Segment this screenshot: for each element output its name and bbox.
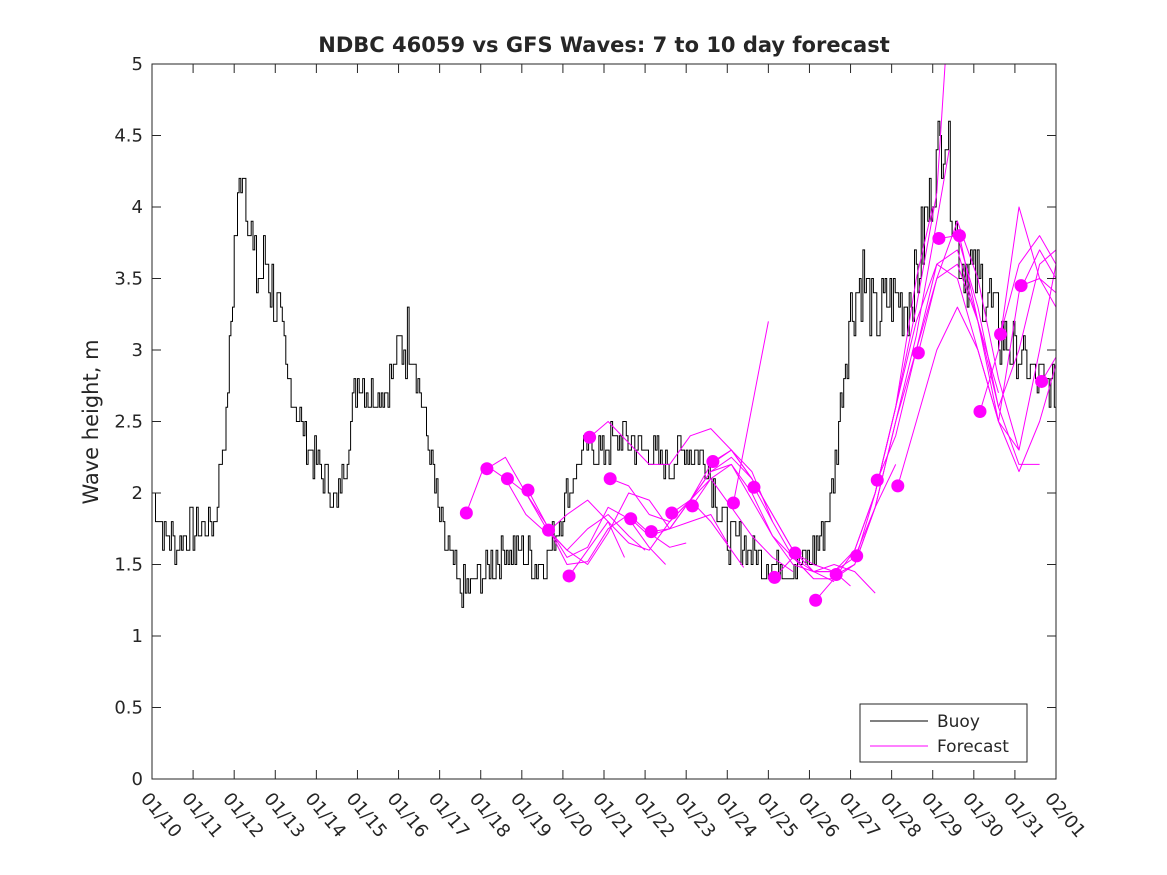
forecast-point-17 bbox=[788, 546, 802, 560]
forecast-track-27 bbox=[1000, 235, 1056, 335]
forecast-point-1 bbox=[459, 506, 473, 520]
legend-forecast-label: Forecast bbox=[937, 737, 1009, 757]
forecast-point-16 bbox=[768, 570, 782, 584]
forecast-track-5 bbox=[548, 492, 728, 565]
forecast-track-14 bbox=[732, 321, 769, 504]
y-tick-label: 1 bbox=[132, 626, 143, 647]
y-axis-label: Wave height, m bbox=[79, 339, 103, 504]
chart-title: NDBC 46059 vs GFS Waves: 7 to 10 day for… bbox=[318, 33, 889, 57]
y-tick-label: 0 bbox=[132, 769, 143, 790]
forecast-point-8 bbox=[603, 472, 617, 486]
forecast-track-21 bbox=[876, 263, 1040, 481]
forecast-point-10 bbox=[644, 525, 658, 539]
forecast-point-14 bbox=[726, 496, 740, 510]
forecast-point-3 bbox=[500, 472, 514, 486]
forecast-point-28 bbox=[1014, 279, 1028, 293]
forecast-point-27 bbox=[994, 327, 1008, 341]
forecast-point-20 bbox=[850, 549, 864, 563]
buoy-series-line bbox=[152, 120, 1056, 608]
forecast-point-23 bbox=[911, 346, 925, 360]
y-tick-label: 0.5 bbox=[114, 698, 143, 719]
legend-box bbox=[859, 703, 1028, 763]
forecast-point-5 bbox=[542, 523, 556, 537]
forecast-track-3 bbox=[507, 478, 666, 565]
forecast-point-25 bbox=[952, 229, 966, 243]
forecast-track-7 bbox=[589, 421, 753, 479]
forecast-point-19 bbox=[829, 568, 843, 582]
y-tick-label: 3 bbox=[132, 340, 143, 361]
forecast-point-6 bbox=[562, 569, 576, 583]
y-tick-label: 3.5 bbox=[114, 269, 143, 290]
forecast-point-2 bbox=[480, 462, 494, 476]
forecast-point-11 bbox=[665, 506, 679, 520]
forecast-point-29 bbox=[1035, 374, 1049, 388]
forecast-track-23 bbox=[917, 220, 1056, 451]
forecast-point-15 bbox=[747, 480, 761, 494]
forecast-point-22 bbox=[891, 479, 905, 493]
y-tick-label: 4.5 bbox=[114, 126, 143, 147]
forecast-point-7 bbox=[583, 430, 597, 444]
forecast-track-26 bbox=[979, 206, 1056, 412]
forecast-track-6 bbox=[568, 499, 745, 577]
y-tick-label: 1.5 bbox=[114, 555, 143, 576]
forecast-track-4 bbox=[527, 489, 687, 565]
y-tick-label: 4 bbox=[132, 197, 143, 218]
forecast-track-22 bbox=[897, 306, 1056, 487]
forecast-point-9 bbox=[624, 512, 638, 526]
forecast-track-25 bbox=[958, 235, 1056, 422]
forecast-point-12 bbox=[685, 499, 699, 513]
forecast-point-24 bbox=[932, 231, 946, 245]
forecast-point-18 bbox=[809, 593, 823, 607]
forecast-point-21 bbox=[870, 473, 884, 487]
forecast-track-28 bbox=[1020, 278, 1056, 294]
forecast-point-4 bbox=[521, 483, 535, 497]
forecast-point-26 bbox=[973, 404, 987, 418]
y-tick-label: 5 bbox=[132, 54, 143, 75]
legend-buoy-label: Buoy bbox=[937, 712, 980, 732]
forecast-point-13 bbox=[706, 455, 720, 469]
y-tick-label: 2 bbox=[132, 483, 143, 504]
y-tick-label: 2.5 bbox=[114, 412, 143, 433]
